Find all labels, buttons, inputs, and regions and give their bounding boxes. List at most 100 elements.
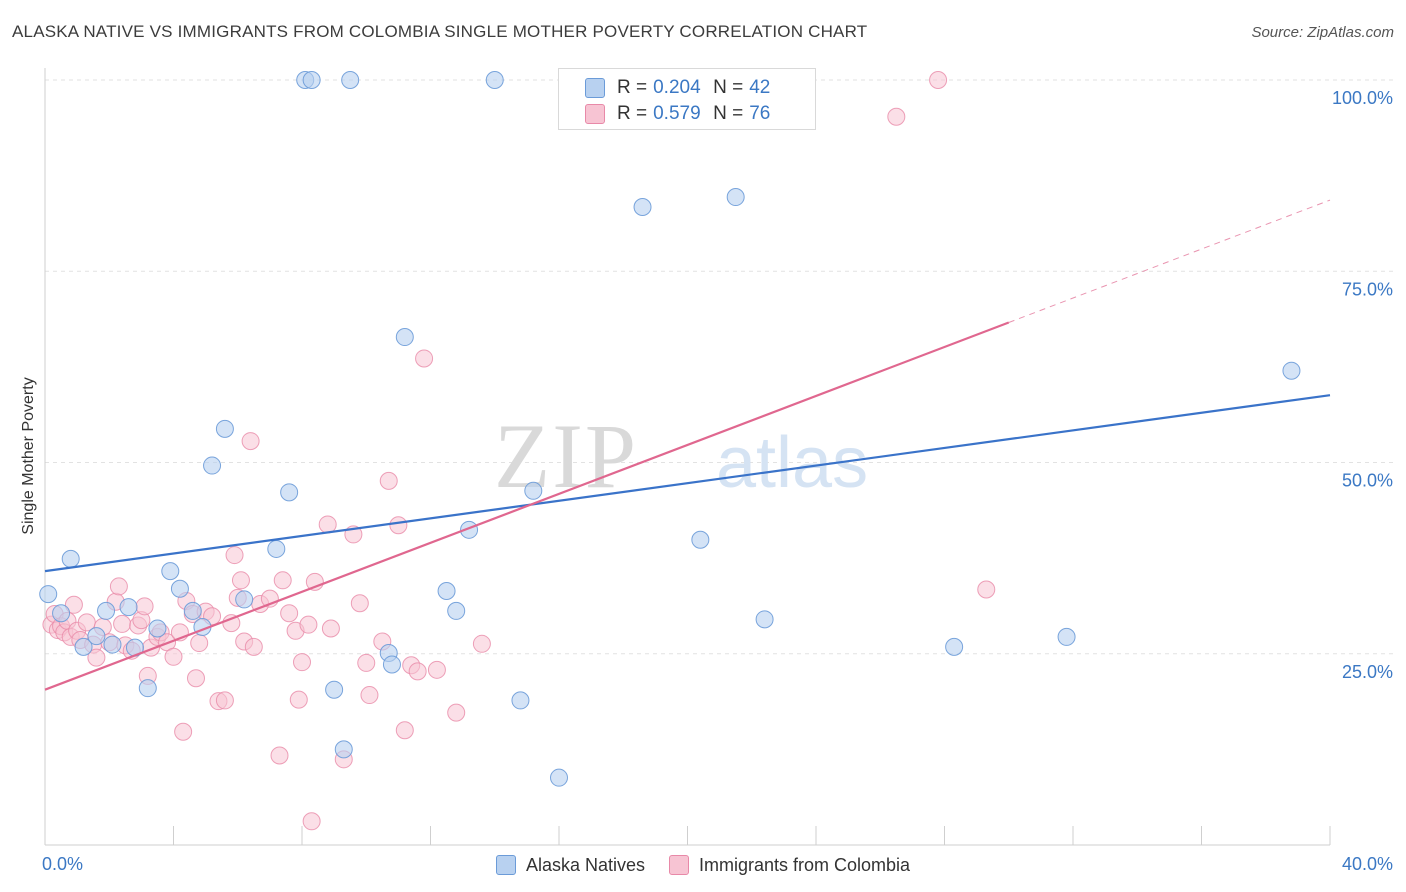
legend-item-alaska: Alaska Natives: [495, 854, 645, 876]
alaska-point: [235, 590, 254, 609]
colombia-point: [350, 594, 369, 613]
colombia-point: [395, 721, 414, 740]
colombia-point: [190, 634, 209, 653]
alaska-point: [325, 680, 344, 699]
colombia-point: [109, 577, 128, 596]
alaska-legend-swatch: [495, 855, 516, 875]
alaska-point: [550, 768, 568, 787]
axes: [44, 68, 1331, 846]
watermark-zip: ZIP: [494, 405, 638, 507]
colombia-point: [427, 660, 446, 679]
colombia-point: [321, 619, 340, 638]
alaska-point: [103, 635, 122, 654]
n-value-alaska: 42: [749, 77, 771, 98]
alaska-trend-line: [44, 394, 1331, 573]
legend-item-colombia: Immigrants from Colombia: [669, 855, 910, 876]
colombia-point: [270, 746, 289, 765]
x-tick-label-min: 0.0%: [42, 854, 83, 874]
colombia-swatch: [585, 104, 605, 124]
alaska-point: [302, 71, 321, 89]
source-credit: Source: ZipAtlas.com: [1251, 24, 1394, 41]
n-value-colombia: 76: [749, 103, 771, 124]
colombia-point: [241, 432, 260, 451]
colombia-point: [293, 653, 311, 672]
alaska-point: [203, 456, 222, 475]
alaska-point: [395, 328, 414, 347]
alaska-legend-label: Alaska Natives: [525, 854, 645, 875]
colombia-point: [87, 648, 106, 667]
colombia-point: [225, 546, 244, 565]
alaska-point: [148, 619, 167, 638]
alaska-point: [334, 740, 353, 759]
colombia-point: [977, 580, 996, 599]
colombia-point: [64, 595, 83, 614]
grid-lines: [45, 79, 1395, 655]
colombia-point: [299, 615, 318, 634]
y-tick-label: 50.0%: [1342, 471, 1393, 491]
y-tick-label: 25.0%: [1342, 662, 1393, 682]
r-value-colombia: 0.579: [653, 103, 701, 124]
colombia-point: [273, 571, 292, 590]
r-label: R =: [617, 103, 648, 124]
colombia-point: [231, 571, 250, 590]
trend-lines: [44, 199, 1331, 691]
colombia-point: [408, 662, 427, 681]
colombia-point: [186, 669, 205, 688]
r-label: R =: [617, 77, 648, 98]
y-tick-label: 100.0%: [1332, 88, 1393, 108]
colombia-legend-label: Immigrants from Colombia: [699, 854, 911, 875]
alaska-point: [170, 579, 189, 598]
colombia-point: [280, 604, 299, 623]
alaska-point: [1282, 361, 1301, 380]
r-value-alaska: 0.204: [653, 77, 701, 98]
alaska-point: [52, 604, 71, 623]
colombia-point: [447, 703, 466, 722]
watermark: ZIP atlas: [494, 405, 868, 507]
legend-row-alaska: R = 0.204 N = 42: [585, 75, 770, 101]
alaska-point: [511, 691, 530, 710]
colombia-point: [415, 349, 434, 368]
alaska-point: [726, 188, 745, 207]
colombia-point: [215, 691, 234, 710]
colombia-point: [289, 690, 308, 709]
n-label: N =: [713, 77, 744, 98]
alaska-point: [1057, 627, 1076, 646]
alaska-point: [382, 655, 401, 674]
alaska-point: [215, 419, 234, 438]
colombia-point: [929, 71, 948, 89]
colombia-legend-swatch: [669, 855, 689, 875]
alaska-point: [61, 549, 80, 568]
colombia-point: [244, 637, 263, 656]
alaska-point: [87, 627, 106, 646]
alaska-point: [691, 530, 710, 549]
alaska-swatch: [585, 78, 605, 98]
colombia-point: [379, 471, 398, 490]
colombia-point: [360, 686, 379, 705]
watermark-atlas: atlas: [716, 423, 868, 503]
alaska-point: [74, 637, 93, 656]
series-legend: Alaska Natives Immigrants from Colombia: [0, 852, 1406, 878]
alaska-point: [945, 637, 964, 656]
colombia-point: [357, 653, 376, 672]
alaska-point: [755, 610, 774, 629]
colombia-point: [113, 614, 132, 633]
alaska-point: [341, 71, 360, 89]
x-tick-label-max: 40.0%: [1342, 854, 1393, 874]
alaska-point: [97, 601, 116, 620]
alaska-point: [633, 197, 652, 216]
colombia-point: [887, 107, 906, 126]
alaska-point: [119, 598, 138, 617]
colombia-point: [222, 614, 241, 633]
colombia-point: [318, 515, 337, 534]
colombia-point: [135, 597, 154, 616]
colombia-trend-line: [44, 321, 1010, 691]
tick-labels: 25.0% 50.0% 75.0% 100.0% 0.0% 40.0%: [42, 88, 1393, 874]
alaska-point: [39, 585, 58, 604]
alaska-point: [437, 582, 456, 601]
series-alaska-points: [39, 71, 1301, 787]
alaska-point: [280, 483, 299, 502]
correlation-legend: R = 0.204 N = 42 R = 0.579 N = 76: [558, 68, 816, 130]
colombia-point: [174, 722, 193, 741]
alaska-point: [524, 481, 543, 500]
